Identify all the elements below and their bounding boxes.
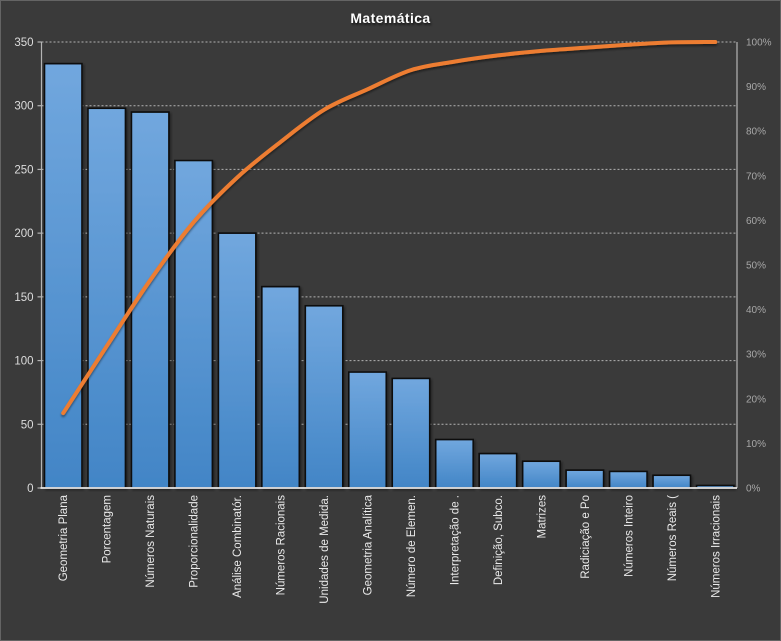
right-axis-tick-label: 20% bbox=[746, 394, 766, 405]
right-axis-tick-label: 30% bbox=[746, 350, 766, 361]
cumulative-line[interactable] bbox=[61, 40, 718, 416]
bar[interactable] bbox=[347, 371, 388, 489]
bar-series bbox=[43, 62, 735, 489]
left-axis-tick-label: 100 bbox=[14, 356, 33, 368]
right-axis-tick-label: 90% bbox=[746, 82, 766, 93]
category-label: Número de Elemen. bbox=[406, 495, 418, 597]
category-label: Números Racionais bbox=[276, 495, 288, 596]
category-label: Radiciação e Po bbox=[580, 495, 592, 579]
right-axis-tick-label: 0% bbox=[746, 484, 761, 495]
category-label: Matrizes bbox=[536, 495, 548, 539]
right-axis-tick-label: 100% bbox=[746, 38, 772, 49]
category-label: Unidades de Medida. bbox=[319, 495, 331, 604]
bar[interactable] bbox=[43, 62, 83, 489]
bar[interactable] bbox=[304, 304, 344, 489]
bar[interactable] bbox=[391, 377, 431, 489]
left-axis-tick-label: 350 bbox=[14, 37, 33, 49]
right-axis-tick-label: 70% bbox=[746, 171, 766, 182]
bar[interactable] bbox=[217, 232, 257, 489]
category-label: Números Reais ( bbox=[667, 495, 679, 581]
right-axis-tick-label: 10% bbox=[746, 439, 766, 450]
right-axis-tick-label: 50% bbox=[746, 261, 766, 272]
category-label: Geometria Plana bbox=[58, 494, 70, 581]
right-axis-ticks: 0% 10% 20% 30% 40% 50% 60% 70% 80% 90% 100% bbox=[746, 38, 772, 495]
chart-title: Matemática bbox=[350, 10, 431, 26]
left-axis-tick-label: 300 bbox=[14, 101, 33, 113]
left-axis-tick-label: 250 bbox=[14, 164, 33, 176]
category-label: Números Irracionais bbox=[710, 495, 722, 598]
category-label: Geometria Analítica bbox=[363, 494, 375, 595]
bar[interactable] bbox=[261, 285, 301, 489]
left-axis-tick-label: 50 bbox=[21, 419, 34, 431]
category-label: Números Naturais bbox=[145, 495, 157, 588]
bar[interactable] bbox=[608, 470, 648, 489]
right-axis-tick-label: 40% bbox=[746, 305, 766, 316]
category-label: Interpretação de . bbox=[449, 495, 461, 585]
bar[interactable] bbox=[87, 107, 127, 489]
left-axis-tick-label: 0 bbox=[27, 483, 33, 495]
category-label: Números Inteiro bbox=[623, 495, 635, 577]
category-label: Proporcionalidade bbox=[189, 495, 201, 588]
bar[interactable] bbox=[478, 452, 518, 489]
bar[interactable] bbox=[565, 469, 605, 489]
category-label: Análise Combinatór. bbox=[232, 495, 244, 598]
category-label: Definição, Subco. bbox=[493, 495, 505, 585]
left-axis-tick-label: 200 bbox=[14, 228, 33, 240]
category-axis-labels: Geometria Plana Porcentagem Números Natura… bbox=[58, 494, 722, 603]
right-axis-tick-label: 80% bbox=[746, 127, 766, 138]
bar[interactable] bbox=[434, 438, 474, 489]
left-axis-tick-label: 150 bbox=[14, 292, 33, 304]
right-axis-tick-label: 60% bbox=[746, 216, 766, 227]
category-label: Porcentagem bbox=[102, 495, 114, 563]
bar[interactable] bbox=[652, 474, 692, 489]
bar[interactable] bbox=[521, 460, 561, 489]
left-axis-ticks: 0 50 100 150 200 250 300 350 bbox=[14, 37, 42, 495]
